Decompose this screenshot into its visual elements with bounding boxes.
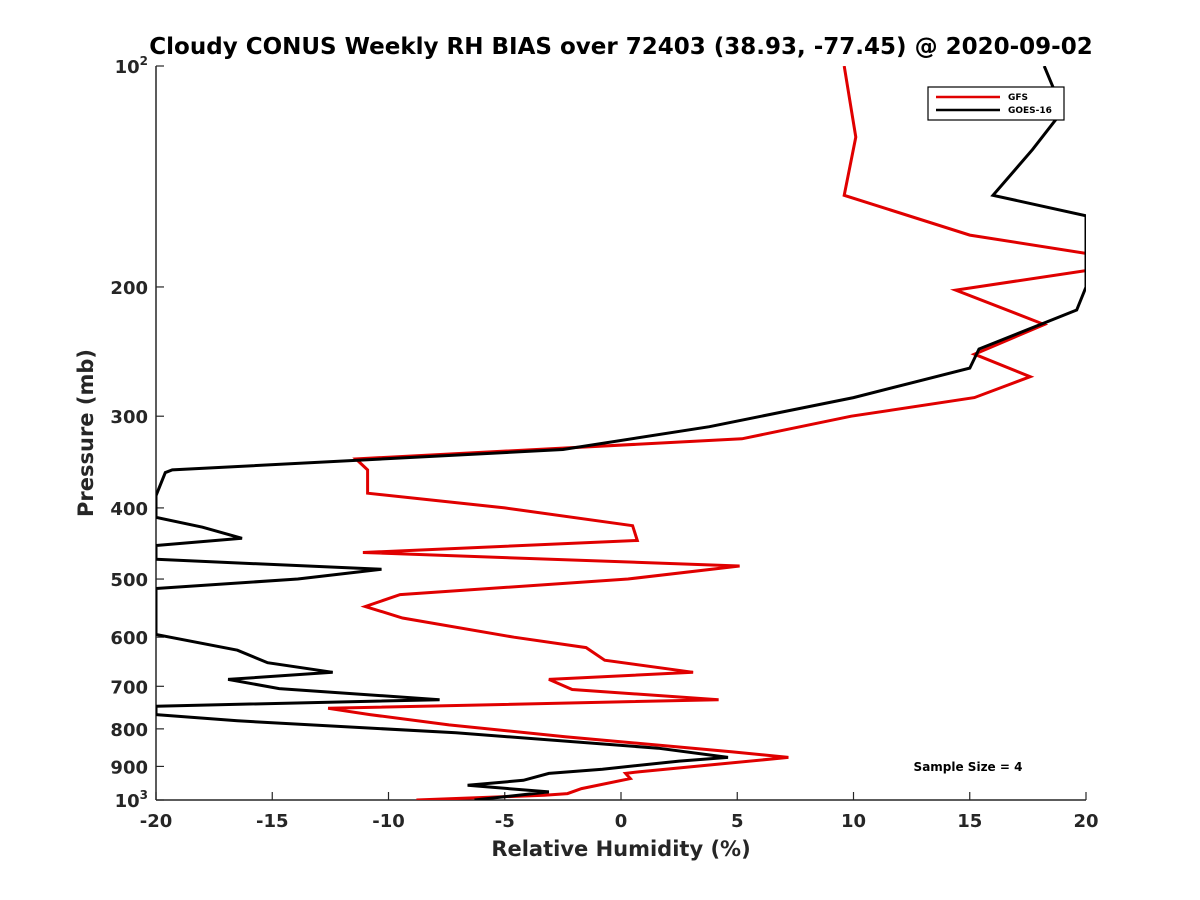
- y-tick-label: 800: [110, 720, 148, 741]
- legend: GFS GOES-16: [927, 86, 1065, 121]
- x-tick-label: -15: [256, 811, 289, 832]
- legend-label: GFS: [1008, 93, 1028, 103]
- chart-title: Cloudy CONUS Weekly RH BIAS over 72403 (…: [149, 34, 1092, 60]
- y-tick-label: 900: [110, 757, 148, 778]
- series-line-gfs: [327, 66, 1086, 800]
- x-tick-label: -20: [140, 811, 173, 832]
- x-tick-label: -10: [372, 811, 405, 832]
- axes: -20 -15 -10 -5 0 5 10 15 20102200300400500600700…: [110, 54, 1098, 832]
- x-tick-label: 0: [615, 811, 628, 832]
- y-tick-label: 600: [110, 628, 148, 649]
- y-tick-label: 300: [110, 407, 148, 428]
- x-tick-label: 10: [841, 811, 866, 832]
- legend-box: [927, 86, 1065, 121]
- x-tick-label: -5: [495, 811, 515, 832]
- series-line-goes-16: [156, 66, 1086, 800]
- series-layer: [156, 66, 1086, 800]
- y-tick-label: 400: [110, 499, 148, 520]
- x-tick-label: 5: [731, 811, 744, 832]
- sample-size-annotation: Sample Size = 4: [914, 760, 1023, 774]
- y-tick-label: 200: [110, 278, 148, 299]
- legend-label: GOES-16: [1008, 106, 1052, 116]
- x-axis-label: Relative Humidity (%): [491, 837, 750, 861]
- x-tick-label: 15: [957, 811, 982, 832]
- y-tick-label: 700: [110, 677, 148, 698]
- y-axis-label: Pressure (mb): [74, 349, 98, 517]
- y-tick-label: 500: [110, 570, 148, 591]
- x-tick-label: 20: [1073, 811, 1098, 832]
